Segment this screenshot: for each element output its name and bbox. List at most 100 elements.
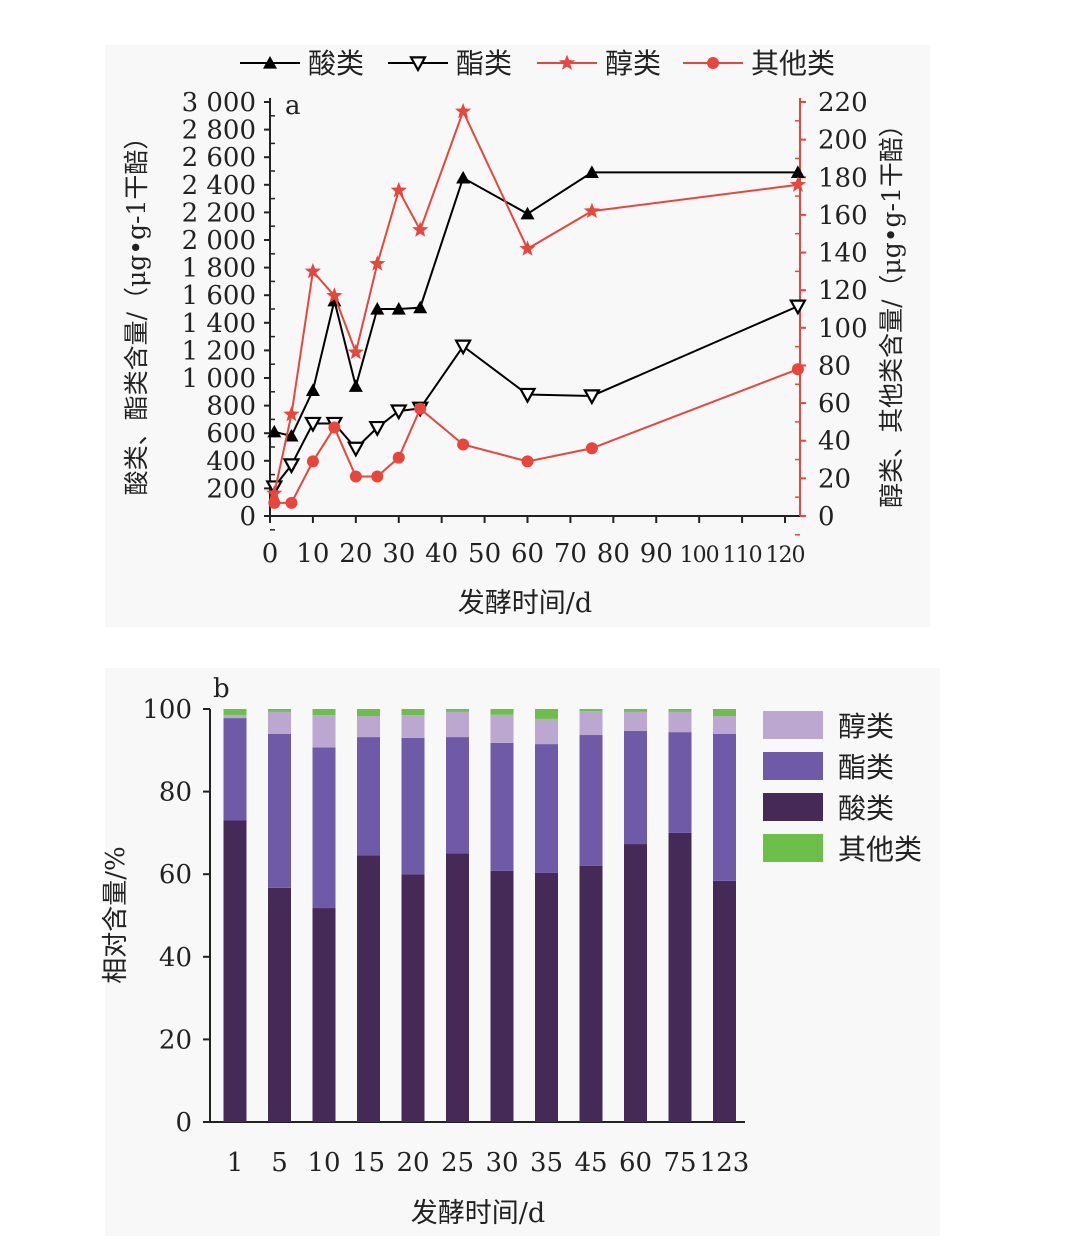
- data-point-2: [519, 240, 536, 256]
- left-y-tick-label: 2 200: [182, 198, 256, 228]
- bar-segment-2: [490, 714, 514, 743]
- data-point-0: [370, 302, 385, 315]
- data-point-2: [304, 262, 321, 279]
- x-tick-label: 0: [262, 539, 279, 569]
- legend-marker-2: [558, 54, 576, 70]
- series-line-1: [273, 305, 799, 488]
- bar-segment-3: [713, 709, 736, 717]
- legend-label: 酸类: [838, 792, 894, 825]
- panel-a-background: [105, 45, 930, 627]
- x-tick-label: 20: [339, 539, 372, 569]
- data-point-1: [389, 404, 408, 421]
- right-y-tick-label: 80: [818, 351, 851, 381]
- x-tick-label: 25: [441, 1148, 474, 1178]
- right-y-tick-label: 220: [818, 88, 868, 118]
- legend-marker-1: [409, 56, 427, 73]
- data-point-2: [412, 221, 429, 237]
- bar-segment-1: [490, 742, 514, 871]
- bar-segment-1: [401, 737, 425, 875]
- left-y-tick-label: 600: [206, 419, 256, 449]
- data-point-0: [413, 300, 428, 314]
- left-y-tick-label: 2 600: [182, 143, 256, 173]
- data-point-1: [583, 389, 601, 406]
- legend-label: 其他类: [838, 833, 922, 866]
- bar-segment-1: [223, 718, 247, 821]
- x-axis-title: 发酵时间/d: [458, 588, 592, 619]
- bar-segment-2: [268, 711, 291, 734]
- x-tick-label: 100: [680, 543, 719, 568]
- bar-segment-1: [357, 737, 380, 856]
- data-point-2: [369, 255, 386, 271]
- legend-label: 醇类: [605, 47, 661, 80]
- right-y-tick-label: 120: [818, 276, 868, 306]
- x-tick-label: 75: [663, 1148, 696, 1178]
- y-tick-label: 60: [159, 860, 192, 890]
- left-y-tick-label: 2 000: [182, 226, 256, 256]
- x-tick-label: 45: [574, 1148, 607, 1178]
- right-y-axis-title: 醇类、其他类含量/（μg•g-1干醅）: [877, 112, 906, 508]
- legend-swatch-3: [763, 834, 823, 862]
- x-tick-label: 110: [723, 543, 762, 568]
- data-point-0: [790, 165, 805, 178]
- data-point-1: [789, 299, 807, 316]
- bar-segment-3: [357, 709, 380, 717]
- left-y-tick-label: 1 600: [182, 281, 256, 311]
- x-tick-label: 80: [597, 539, 630, 569]
- bar-segment-0: [713, 880, 736, 1122]
- bar-segment-0: [312, 908, 336, 1122]
- bar-segment-1: [668, 732, 692, 833]
- data-point-1: [304, 416, 322, 433]
- data-point-3: [349, 470, 362, 483]
- data-point-1: [454, 339, 472, 356]
- series-line-3: [274, 368, 799, 504]
- data-point-2: [283, 405, 300, 422]
- bar-segment-0: [223, 820, 247, 1122]
- x-tick-label: 15: [352, 1148, 385, 1178]
- data-point-2: [583, 202, 600, 218]
- bar-segment-3: [401, 709, 425, 716]
- data-point-2: [789, 176, 806, 192]
- bar-segment-0: [446, 853, 469, 1122]
- bar-segment-0: [624, 844, 647, 1122]
- x-tick-label: 60: [619, 1148, 652, 1178]
- y-tick-label: 80: [159, 778, 192, 808]
- y-tick-label: 40: [159, 943, 192, 973]
- bar-segment-3: [490, 709, 514, 715]
- bar-segment-2: [312, 715, 336, 748]
- data-point-3: [414, 402, 427, 415]
- data-point-2: [390, 181, 407, 198]
- data-point-3: [328, 421, 341, 434]
- data-point-2: [266, 484, 283, 501]
- bar-segment-2: [357, 716, 380, 738]
- bar-segment-0: [357, 855, 380, 1122]
- legend-label: 其他类: [751, 47, 835, 80]
- legend-swatch-0: [763, 793, 823, 821]
- bar-segment-3: [668, 709, 692, 712]
- left-y-tick-label: 0: [239, 502, 256, 532]
- legend-swatch-2: [763, 711, 823, 739]
- bar-segment-3: [223, 709, 247, 716]
- data-point-1: [346, 441, 365, 458]
- series-line-2: [273, 108, 799, 494]
- x-tick-label: 60: [511, 539, 544, 569]
- data-point-0: [584, 165, 599, 178]
- left-y-axis-title: 酸类、酯类含量/（μg•g-1干醅）: [122, 125, 151, 496]
- bar-segment-3: [446, 709, 469, 712]
- bar-segment-2: [668, 711, 692, 733]
- data-point-3: [268, 496, 281, 509]
- bar-segment-0: [490, 870, 514, 1122]
- legend-label: 酸类: [308, 47, 364, 80]
- data-point-2: [347, 343, 364, 360]
- bar-segment-1: [268, 733, 291, 888]
- data-point-0: [305, 383, 320, 397]
- chart-b: 0 20 40 60 80 100 1 5 10 15 20 25 30 35 45 60 75 123 b 发酵时间…: [101, 674, 922, 1229]
- legend-marker-0: [263, 56, 277, 69]
- bar-segment-2: [535, 718, 558, 745]
- x-tick-label: 90: [640, 539, 673, 569]
- bar-segment-3: [535, 709, 558, 719]
- x-tick-label: 35: [530, 1148, 563, 1178]
- data-point-0: [456, 170, 471, 184]
- data-point-2: [455, 102, 472, 119]
- data-point-3: [306, 455, 319, 468]
